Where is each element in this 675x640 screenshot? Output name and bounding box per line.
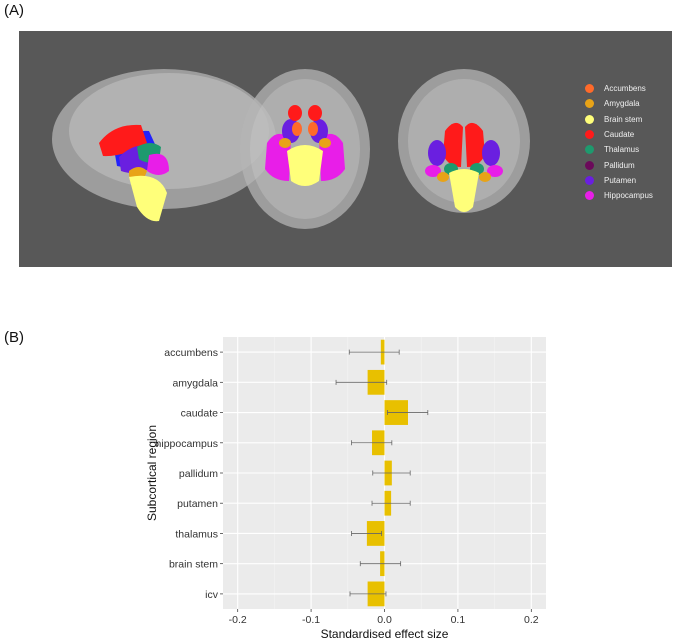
legend-dot-icon (585, 99, 594, 109)
legend-item: Putamen (585, 173, 653, 188)
legend-item: Caudate (585, 127, 653, 142)
brain-renders (52, 69, 530, 229)
legend-item: Pallidum (585, 157, 653, 172)
legend-label: Caudate (604, 130, 635, 140)
x-tick-label: 0.2 (524, 614, 539, 626)
legend-label: Hippocampus (604, 191, 653, 201)
y-axis-title: Subcortical region (145, 425, 159, 521)
brain-sagittal-view (52, 69, 276, 222)
legend-label: Pallidum (604, 160, 635, 170)
legend-dot-icon (585, 160, 594, 170)
x-tick-label: -0.1 (302, 614, 320, 626)
y-tick-label: accumbens (164, 347, 218, 359)
x-tick-label: -0.2 (229, 614, 247, 626)
brain-coronal-view (398, 69, 530, 213)
legend-label: Amygdala (604, 99, 640, 109)
effect-size-chart: accumbens amygdala caudate hippocampus palli… (145, 337, 546, 640)
brain-render-panel: Accumbens Amygdala Brain stem Caudate Thalam… (19, 31, 672, 267)
panel-a-label: (A) (4, 2, 24, 19)
y-tick-label: caudate (181, 408, 219, 420)
legend-item: Amygdala (585, 96, 653, 111)
legend-dot-icon (585, 175, 594, 185)
legend-label: Brain stem (604, 114, 643, 124)
x-tick-label: 0.0 (377, 614, 392, 626)
panel-b-label: (B) (4, 329, 24, 346)
x-axis-title: Standardised effect size (321, 627, 449, 640)
brain-axial-view (240, 69, 370, 229)
y-tick-label: icv (205, 589, 219, 601)
legend-dot-icon (585, 130, 594, 140)
y-tick-label: hippocampus (156, 438, 218, 450)
y-tick-label: pallidum (179, 468, 218, 480)
y-tick-label: amygdala (172, 377, 218, 389)
legend-item: Thalamus (585, 142, 653, 157)
legend-label: Accumbens (604, 84, 646, 94)
y-tick-label: brain stem (169, 559, 218, 571)
legend-label: Putamen (604, 175, 637, 185)
legend-label: Thalamus (604, 145, 640, 155)
x-tick-label: 0.1 (451, 614, 466, 626)
legend-dot-icon (585, 114, 594, 124)
legend-item: Accumbens (585, 81, 653, 96)
legend-dot-icon (585, 84, 594, 94)
legend-dot-icon (585, 191, 594, 201)
brain-legend: Accumbens Amygdala Brain stem Caudate Thalam… (585, 81, 653, 203)
y-tick-label: putamen (177, 498, 218, 510)
legend-item: Hippocampus (585, 188, 653, 203)
legend-item: Brain stem (585, 112, 653, 127)
y-tick-label: thalamus (175, 528, 218, 540)
legend-dot-icon (585, 145, 594, 155)
